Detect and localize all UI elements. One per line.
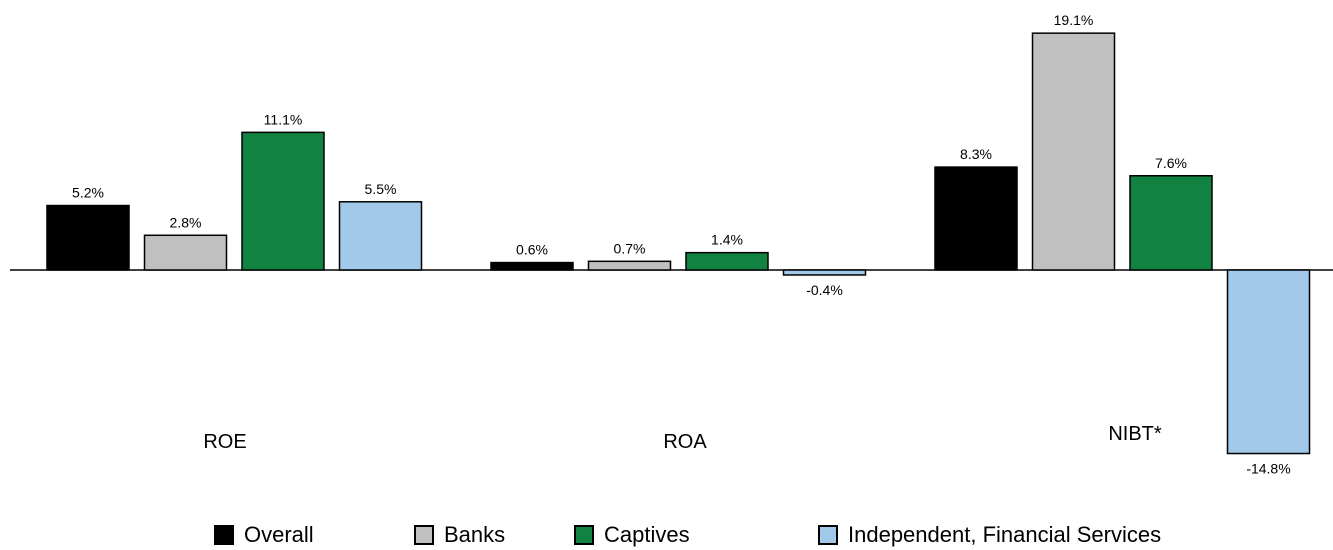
value-label-nibt-independent-financial-services: -14.8% — [1246, 461, 1290, 477]
bar-roe-overall — [46, 204, 130, 271]
category-label-nibt: NIBT* — [1108, 423, 1162, 445]
bar-roa-independent-financial-services — [782, 269, 867, 276]
legend-item-overall: Overall — [214, 522, 314, 548]
legend-label-independent: Independent, Financial Services — [848, 522, 1162, 547]
category-label-roa: ROA — [663, 431, 707, 453]
legend-item-captives: Captives — [574, 522, 690, 548]
legend-item-banks: Banks — [414, 522, 505, 548]
legend-item-independent: Independent, Financial Services — [818, 522, 1161, 548]
bar-roe-banks — [143, 234, 228, 271]
legend-label-overall: Overall — [244, 522, 314, 547]
value-label-roa-overall: 0.6% — [516, 242, 548, 258]
legend-swatch-overall — [214, 525, 234, 545]
bar-roa-captives — [685, 251, 769, 271]
legend-swatch-captives — [574, 525, 594, 545]
value-label-roa-independent-financial-services: -0.4% — [806, 282, 843, 298]
value-label-roe-banks: 2.8% — [170, 214, 202, 230]
value-label-nibt-captives: 7.6% — [1155, 155, 1187, 171]
value-label-roe-captives: 11.1% — [264, 111, 303, 127]
category-label-roe: ROE — [203, 431, 246, 453]
legend-label-captives: Captives — [604, 522, 690, 547]
value-label-roa-banks: 0.7% — [614, 240, 646, 256]
bar-chart: 5.2% 2.8% 11.1% 5.5% 0.6% 0.7% 1.4% -0.4% 8.3% 19… — [10, 12, 1333, 477]
bar-nibt-banks — [1031, 32, 1116, 271]
legend-label-banks: Banks — [444, 522, 506, 547]
bar-nibt-overall — [934, 166, 1018, 271]
legend-swatch-banks — [414, 525, 434, 545]
value-label-nibt-overall: 8.3% — [960, 146, 992, 162]
bar-roa-overall — [490, 261, 574, 271]
legend: Overall Banks Captives Independent, Fina… — [0, 518, 1333, 550]
bar-nibt-independent-financial-services — [1226, 269, 1311, 455]
value-label-roe-overall: 5.2% — [72, 185, 104, 201]
bar-roe-captives — [241, 131, 325, 271]
value-label-roe-independent-financial-services: 5.5% — [365, 181, 397, 197]
bar-roe-independent-financial-services — [338, 201, 423, 271]
legend-swatch-independent — [818, 525, 838, 545]
value-label-nibt-banks: 19.1% — [1054, 12, 1094, 28]
bar-roa-banks — [587, 260, 672, 271]
value-label-roa-captives: 1.4% — [711, 232, 743, 248]
bar-nibt-captives — [1129, 175, 1213, 271]
